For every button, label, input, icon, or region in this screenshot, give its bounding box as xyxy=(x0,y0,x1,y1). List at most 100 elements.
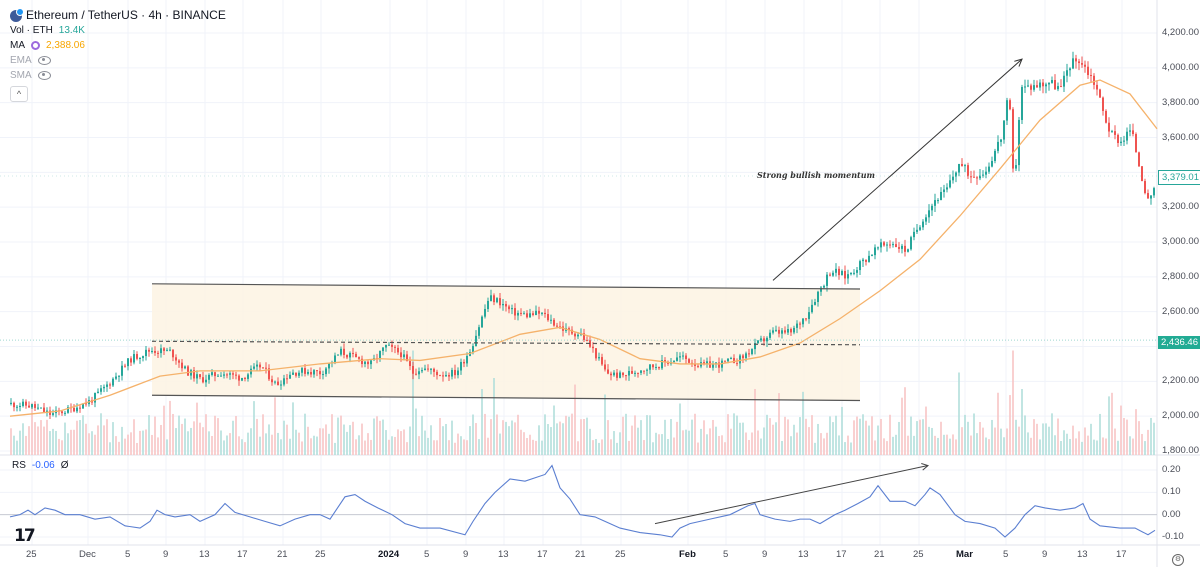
candle-body xyxy=(1015,165,1017,169)
price-axis-tick: 2,200.00 xyxy=(1162,375,1199,387)
candle-body xyxy=(1081,63,1083,65)
volume-bar xyxy=(289,438,291,455)
volume-bar xyxy=(976,433,978,455)
volume-bar xyxy=(751,432,753,455)
candle-body xyxy=(979,175,981,179)
tradingview-logo[interactable]: 17 xyxy=(14,526,36,546)
candle-body xyxy=(1021,86,1023,120)
volume-bar xyxy=(1147,429,1149,455)
eye-hidden-icon[interactable] xyxy=(37,56,51,65)
candle-body xyxy=(10,402,12,404)
ema-indicator-row[interactable]: EMA xyxy=(10,53,226,68)
candle-body xyxy=(697,365,699,367)
volume-bar xyxy=(244,442,246,455)
eye-hidden-icon[interactable] xyxy=(37,71,51,80)
volume-bar xyxy=(298,432,300,455)
rs-indicator-legend[interactable]: RS -0.06 Ø xyxy=(12,460,68,471)
candle-body xyxy=(253,366,255,369)
candle-body xyxy=(97,391,99,393)
candle-body xyxy=(1090,75,1092,77)
volume-bar xyxy=(772,424,774,455)
volume-bar xyxy=(424,430,426,455)
volume-bar xyxy=(610,439,612,455)
volume-bar xyxy=(79,420,81,455)
candle-body xyxy=(418,371,420,375)
candle-body xyxy=(799,323,801,325)
candle-body xyxy=(124,365,126,367)
volume-bar xyxy=(598,442,600,455)
candle-body xyxy=(907,249,909,252)
annotation-text[interactable]: Strong bullish momentum xyxy=(757,170,875,180)
settings-gear-icon[interactable]: ⚙ xyxy=(1172,554,1184,566)
candle-body xyxy=(982,174,984,176)
volume-bar xyxy=(250,428,252,455)
time-axis-tick: 13 xyxy=(1077,549,1088,560)
volume-bar xyxy=(994,427,996,455)
volume-bar xyxy=(175,428,177,455)
candle-body xyxy=(829,274,831,276)
rs-suffix-icon: Ø xyxy=(60,460,69,471)
volume-bar xyxy=(667,438,669,455)
candle-body xyxy=(763,338,765,342)
volume-bar xyxy=(712,419,714,455)
candle-body xyxy=(616,372,618,378)
price-axis-tick: 2,600.00 xyxy=(1162,305,1199,317)
volume-bar xyxy=(1111,392,1113,455)
volume-bar xyxy=(1132,438,1134,455)
volume-bar xyxy=(238,436,240,455)
candle-body xyxy=(814,302,816,305)
volume-indicator-row[interactable]: Vol · ETH 13.4K xyxy=(10,23,226,38)
volume-bar xyxy=(361,423,363,455)
time-axis-tick: 25 xyxy=(913,549,924,560)
volume-bar xyxy=(376,416,378,455)
volume-bar xyxy=(688,430,690,455)
volume-bar xyxy=(745,432,747,455)
volume-bar xyxy=(334,442,336,455)
volume-bar xyxy=(313,435,315,455)
candle-body xyxy=(661,360,663,369)
volume-bar xyxy=(616,442,618,455)
volume-bar xyxy=(220,430,222,455)
volume-bar xyxy=(820,433,822,455)
symbol-title-row[interactable]: Ethereum / TetherUS · 4h · BINANCE xyxy=(10,7,226,23)
candle-body xyxy=(745,353,747,359)
candle-body xyxy=(934,200,936,206)
volume-bar xyxy=(889,414,891,455)
candle-body xyxy=(1024,86,1026,88)
candle-body xyxy=(649,364,651,370)
volume-bar xyxy=(586,417,588,455)
volume-bar xyxy=(295,429,297,455)
volume-bar xyxy=(130,432,132,455)
candle-body xyxy=(448,375,450,377)
volume-bar xyxy=(205,414,207,455)
volume-bar xyxy=(484,413,486,455)
candle-body xyxy=(400,352,402,358)
candle-body xyxy=(394,346,396,348)
time-axis-tick: 25 xyxy=(315,549,326,560)
volume-bar xyxy=(898,421,900,455)
candle-body xyxy=(724,360,726,362)
volume-bar xyxy=(433,440,435,455)
candle-body xyxy=(706,361,708,364)
volume-bar xyxy=(391,436,393,455)
candle-body xyxy=(1045,84,1047,87)
candle-body xyxy=(292,372,294,375)
volume-bar xyxy=(700,428,702,455)
volume-bar xyxy=(784,416,786,455)
volume-bar xyxy=(49,431,51,455)
candle-body xyxy=(325,368,327,375)
volume-bar xyxy=(559,421,561,455)
candle-body xyxy=(478,327,480,336)
volume-bar xyxy=(517,414,519,455)
ma-indicator-row[interactable]: MA 2,388.06 xyxy=(10,38,226,53)
symbol-title[interactable]: Ethereum / TetherUS · 4h · BINANCE xyxy=(26,8,226,22)
candle-body xyxy=(265,367,267,369)
candle-body xyxy=(235,374,237,376)
rs-value: -0.06 xyxy=(31,460,55,471)
volume-bar xyxy=(40,420,42,455)
candle-body xyxy=(367,361,369,365)
collapse-legend-button[interactable]: ^ xyxy=(10,86,28,102)
volume-bar xyxy=(1078,431,1080,455)
sma-indicator-row[interactable]: SMA xyxy=(10,68,226,83)
